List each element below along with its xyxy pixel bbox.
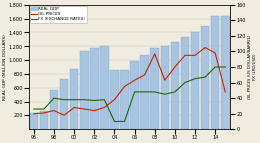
Bar xyxy=(140,55,149,129)
Bar xyxy=(90,48,99,129)
Bar xyxy=(191,32,199,129)
Bar xyxy=(221,16,230,129)
Bar xyxy=(40,111,48,129)
Bar xyxy=(171,42,179,129)
Bar xyxy=(70,69,79,129)
Bar xyxy=(30,113,38,129)
Bar xyxy=(160,46,169,129)
Bar xyxy=(50,90,58,129)
Y-axis label: REAL GDP (MILLION DOLLARS): REAL GDP (MILLION DOLLARS) xyxy=(3,34,7,100)
Y-axis label: OIL PRICES (US DOLLAR/BARREL)
FX (LRD/USD): OIL PRICES (US DOLLAR/BARREL) FX (LRD/US… xyxy=(248,35,257,99)
Bar xyxy=(151,48,159,129)
Bar xyxy=(201,25,209,129)
Bar xyxy=(100,46,109,129)
Bar xyxy=(60,79,68,129)
Bar xyxy=(130,61,139,129)
Bar xyxy=(80,51,88,129)
Bar xyxy=(181,37,189,129)
Bar xyxy=(211,16,219,129)
Bar xyxy=(110,70,119,129)
Bar xyxy=(120,70,129,129)
Legend: REAL GDP, OIL PRICES, FX (EXCHANGE RATES): REAL GDP, OIL PRICES, FX (EXCHANGE RATES… xyxy=(30,6,87,23)
